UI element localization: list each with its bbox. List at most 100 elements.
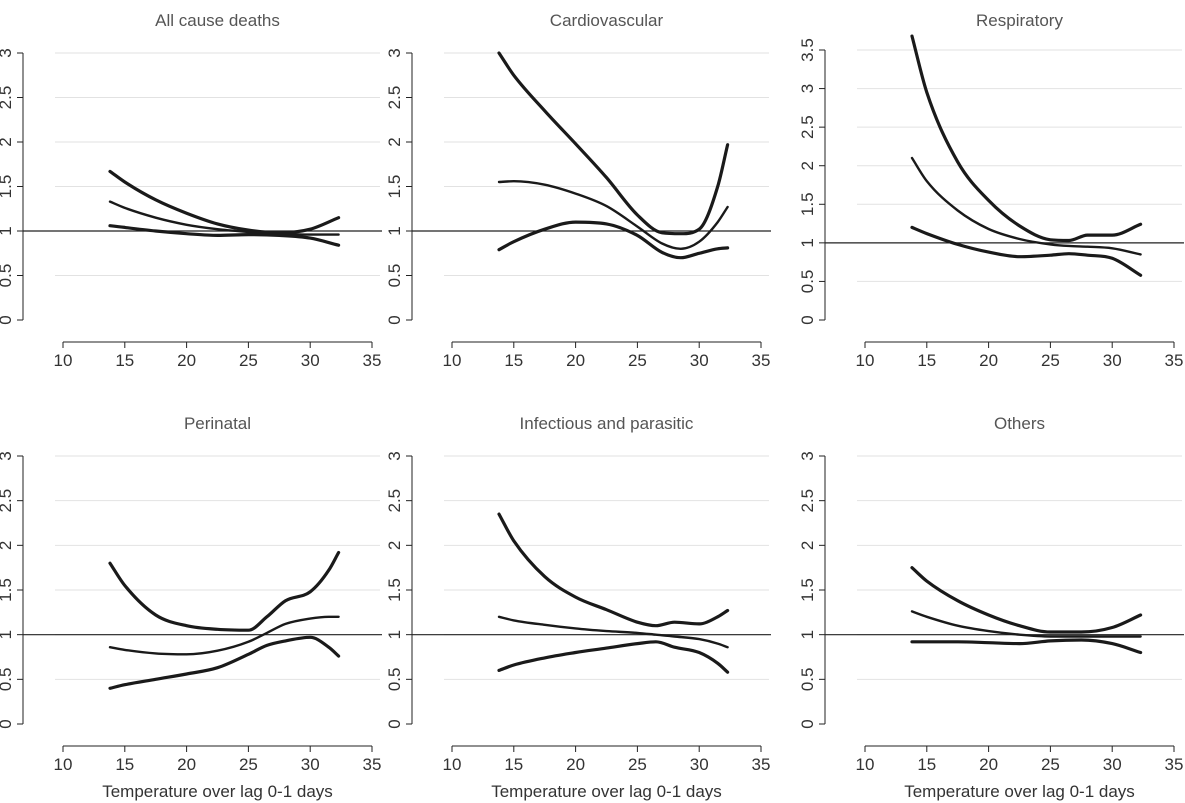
x-tick-label: 20 [979, 351, 998, 370]
x-tick-label: 10 [443, 351, 462, 370]
y-tick-label: 0.5 [798, 668, 817, 692]
x-tick-label: 35 [1165, 351, 1184, 370]
x-axis-label: Temperature over lag 0-1 days [102, 782, 333, 801]
series-line-2 [910, 610, 1142, 638]
y-tick-label: 3 [385, 48, 404, 57]
y-tick-label: 1.5 [0, 175, 15, 199]
x-tick-label: 10 [856, 755, 875, 774]
series-line-2 [497, 180, 729, 250]
x-tick-label: 25 [628, 351, 647, 370]
y-tick-label: 2 [0, 137, 15, 146]
y-tick-label: 0.5 [798, 270, 817, 294]
x-tick-label: 15 [115, 755, 134, 774]
x-tick-label: 35 [363, 755, 382, 774]
y-tick-label: 1.5 [0, 578, 15, 602]
y-tick-label: 2 [798, 161, 817, 170]
y-tick-label: 1.5 [385, 175, 404, 199]
series-line-3 [910, 225, 1143, 277]
x-tick-label: 30 [301, 351, 320, 370]
y-tick-label: 0 [0, 315, 15, 324]
x-tick-label: 30 [1103, 755, 1122, 774]
x-tick-label: 20 [979, 755, 998, 774]
y-tick-label: 0.5 [385, 264, 404, 288]
y-tick-label: 2 [385, 137, 404, 146]
y-tick-label: 2.5 [798, 489, 817, 513]
x-tick-label: 25 [239, 351, 258, 370]
x-tick-label: 20 [566, 755, 585, 774]
y-tick-label: 3 [385, 451, 404, 460]
y-tick-label: 1 [385, 630, 404, 639]
x-tick-label: 15 [115, 351, 134, 370]
y-tick-label: 1 [0, 226, 15, 235]
x-tick-label: 35 [1165, 755, 1184, 774]
series-line-1 [497, 512, 730, 628]
x-tick-label: 15 [504, 755, 523, 774]
y-tick-label: 2.5 [0, 489, 15, 513]
series-line-2 [910, 156, 1142, 256]
y-tick-label: 0 [385, 719, 404, 728]
y-tick-label: 1 [385, 226, 404, 235]
x-tick-label: 10 [443, 755, 462, 774]
x-tick-label: 30 [690, 755, 709, 774]
x-tick-label: 25 [628, 755, 647, 774]
series-line-3 [108, 224, 341, 247]
x-tick-label: 15 [917, 351, 936, 370]
panel-2: Cardiovascular 0 0.5 1 1.5 2 2.5 3 10 15 20 25 30 35 [385, 11, 771, 370]
x-tick-label: 10 [856, 351, 875, 370]
panel-6: Others 0 0.5 1 1.5 2 2.5 3 10 15 20 25 30 35 Temperatu… [798, 414, 1184, 801]
x-tick-label: 25 [1041, 351, 1060, 370]
series-line-1 [497, 51, 730, 236]
y-tick-label: 1.5 [798, 578, 817, 602]
y-tick-label: 2.5 [798, 115, 817, 139]
y-tick-label: 0 [0, 719, 15, 728]
x-axis-label: Temperature over lag 0-1 days [904, 782, 1135, 801]
x-tick-label: 10 [54, 351, 73, 370]
panel-title: Perinatal [184, 414, 251, 433]
y-tick-label: 1.5 [798, 192, 817, 216]
y-tick-label: 3 [798, 451, 817, 460]
y-tick-label: 0 [798, 315, 817, 324]
series-line-1 [108, 169, 341, 235]
y-tick-label: 0.5 [385, 668, 404, 692]
y-tick-label: 3 [798, 84, 817, 93]
y-tick-label: 2 [798, 541, 817, 550]
y-tick-label: 1 [798, 238, 817, 247]
y-tick-label: 1 [0, 630, 15, 639]
series-line-1 [910, 34, 1143, 243]
x-tick-label: 20 [177, 755, 196, 774]
x-tick-label: 15 [504, 351, 523, 370]
series-line-2 [108, 615, 340, 656]
y-tick-label: 0 [798, 719, 817, 728]
y-tick-label: 3 [0, 48, 15, 57]
y-tick-label: 2.5 [0, 86, 15, 110]
x-tick-label: 30 [690, 351, 709, 370]
panel-title: Others [994, 414, 1045, 433]
series-line-3 [108, 635, 341, 690]
panel-3: Respiratory 0 0.5 1 1.5 2 2.5 3 3.5 10 15 20 25 30 35 [798, 11, 1184, 370]
x-tick-label: 25 [1041, 755, 1060, 774]
y-tick-label: 2.5 [385, 86, 404, 110]
y-tick-label: 2.5 [385, 489, 404, 513]
series-line-1 [910, 566, 1143, 634]
series-line-3 [497, 640, 730, 674]
series-line-2 [108, 200, 340, 236]
panel-title: All cause deaths [155, 11, 280, 30]
x-tick-label: 15 [917, 755, 936, 774]
y-tick-label: 2 [385, 541, 404, 550]
x-tick-label: 25 [239, 755, 258, 774]
panel-title: Cardiovascular [550, 11, 664, 30]
x-tick-label: 30 [301, 755, 320, 774]
y-tick-label: 0 [385, 315, 404, 324]
x-tick-label: 10 [54, 755, 73, 774]
panel-4: Perinatal00.511.522.53RR101520253035Temp… [0, 414, 382, 801]
y-tick-label: 1 [798, 630, 817, 639]
x-tick-label: 30 [1103, 351, 1122, 370]
y-tick-label: 2 [0, 541, 15, 550]
y-tick-label: 3 [0, 451, 15, 460]
series-line-3 [497, 220, 730, 260]
x-tick-label: 35 [363, 351, 382, 370]
y-tick-label: 1.5 [385, 578, 404, 602]
y-tick-label: 3.5 [798, 38, 817, 62]
panel-5: Infectious and parasitic 0 0.5 1 1.5 2 2.5 3 10 1… [385, 414, 771, 801]
y-tick-label: 0.5 [0, 668, 15, 692]
